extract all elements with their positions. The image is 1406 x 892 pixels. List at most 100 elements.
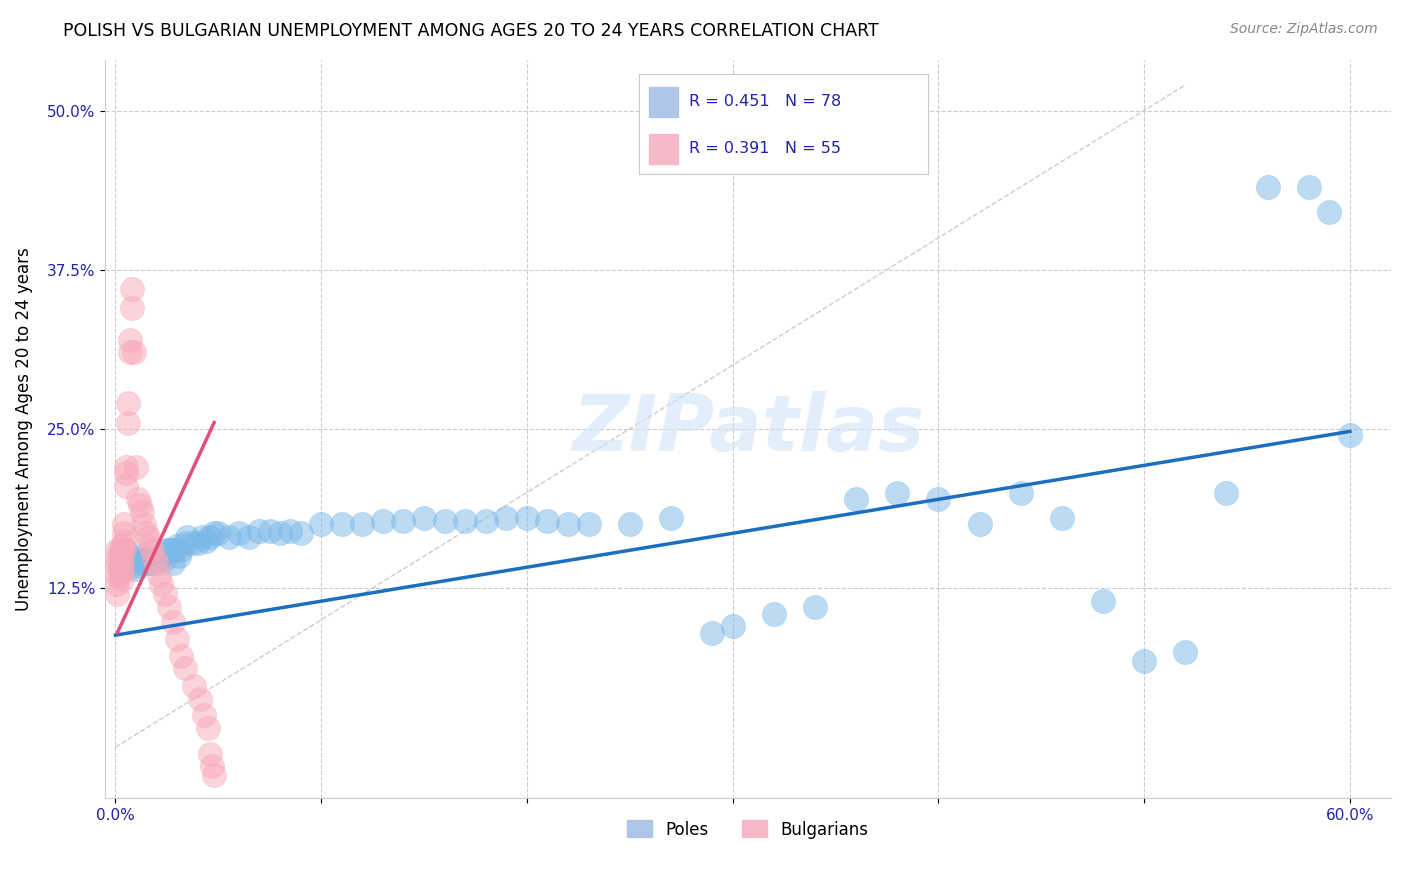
Point <box>170 648 193 663</box>
Point <box>108 542 131 557</box>
Point <box>145 551 167 566</box>
Point <box>1298 180 1320 194</box>
Point <box>162 556 184 570</box>
Point <box>1050 511 1073 525</box>
Point <box>135 526 157 541</box>
Point <box>180 536 202 550</box>
Point <box>121 556 143 570</box>
Point <box>114 460 136 475</box>
Point <box>152 547 174 561</box>
Point <box>107 551 129 566</box>
Point <box>886 485 908 500</box>
Point <box>290 526 312 541</box>
Point <box>165 542 187 557</box>
Point <box>139 539 162 553</box>
Point <box>557 517 579 532</box>
Point <box>108 559 131 574</box>
Point <box>167 549 190 564</box>
Point <box>392 514 415 528</box>
Point <box>721 619 744 633</box>
Point <box>278 524 301 538</box>
Point <box>117 396 139 410</box>
Point <box>176 530 198 544</box>
Point <box>1215 485 1237 500</box>
Point <box>149 549 172 564</box>
Point <box>118 333 141 347</box>
Point <box>238 530 260 544</box>
Point <box>1091 594 1114 608</box>
Point <box>107 559 129 574</box>
Point <box>148 551 170 566</box>
Point <box>228 526 250 541</box>
Point <box>139 556 162 570</box>
Point <box>454 514 477 528</box>
Point <box>107 587 129 601</box>
Point <box>202 768 225 782</box>
Point <box>218 530 240 544</box>
Point <box>143 551 166 566</box>
Point <box>174 661 197 675</box>
Point <box>166 539 188 553</box>
Y-axis label: Unemployment Among Ages 20 to 24 years: Unemployment Among Ages 20 to 24 years <box>15 247 32 611</box>
Point <box>804 600 827 615</box>
Point <box>162 615 184 630</box>
Point <box>107 577 129 591</box>
Point <box>131 549 153 564</box>
Point <box>1133 654 1156 668</box>
Point <box>143 556 166 570</box>
Point <box>174 536 197 550</box>
Point <box>114 479 136 493</box>
Point <box>536 514 558 528</box>
Point <box>495 511 517 525</box>
Point <box>110 547 132 561</box>
Point <box>249 524 271 538</box>
Point <box>108 568 131 582</box>
Point <box>1174 645 1197 659</box>
Text: POLISH VS BULGARIAN UNEMPLOYMENT AMONG AGES 20 TO 24 YEARS CORRELATION CHART: POLISH VS BULGARIAN UNEMPLOYMENT AMONG A… <box>63 22 879 40</box>
Point <box>112 542 135 557</box>
Point <box>183 679 205 693</box>
Point <box>194 533 217 548</box>
Point <box>108 551 131 566</box>
Point <box>110 572 132 586</box>
Point <box>110 556 132 570</box>
Point <box>160 542 183 557</box>
Point <box>122 559 145 574</box>
Point <box>619 517 641 532</box>
Point <box>112 526 135 541</box>
Point <box>188 691 211 706</box>
Point <box>201 759 224 773</box>
Point <box>135 556 157 570</box>
Point <box>125 551 148 566</box>
Point <box>114 467 136 481</box>
Point <box>148 568 170 582</box>
Point <box>474 514 496 528</box>
Point <box>202 526 225 541</box>
Point <box>269 526 291 541</box>
Point <box>117 416 139 430</box>
Point <box>114 542 136 557</box>
Point <box>127 491 149 506</box>
Point <box>134 551 156 566</box>
Point <box>207 526 229 541</box>
Legend: Poles, Bulgarians: Poles, Bulgarians <box>621 814 876 846</box>
Point <box>352 517 374 532</box>
Point <box>110 565 132 579</box>
Point <box>309 517 332 532</box>
Point <box>131 505 153 519</box>
Point <box>125 460 148 475</box>
Point <box>927 491 949 506</box>
Point <box>107 568 129 582</box>
Point <box>125 562 148 576</box>
Point <box>129 556 152 570</box>
Point <box>197 721 219 735</box>
Point <box>118 551 141 566</box>
Point <box>166 632 188 646</box>
Point <box>134 517 156 532</box>
Point <box>141 551 163 566</box>
Point <box>845 491 868 506</box>
Point <box>969 517 991 532</box>
Point <box>191 530 214 544</box>
Point <box>121 301 143 315</box>
Point <box>170 542 193 557</box>
